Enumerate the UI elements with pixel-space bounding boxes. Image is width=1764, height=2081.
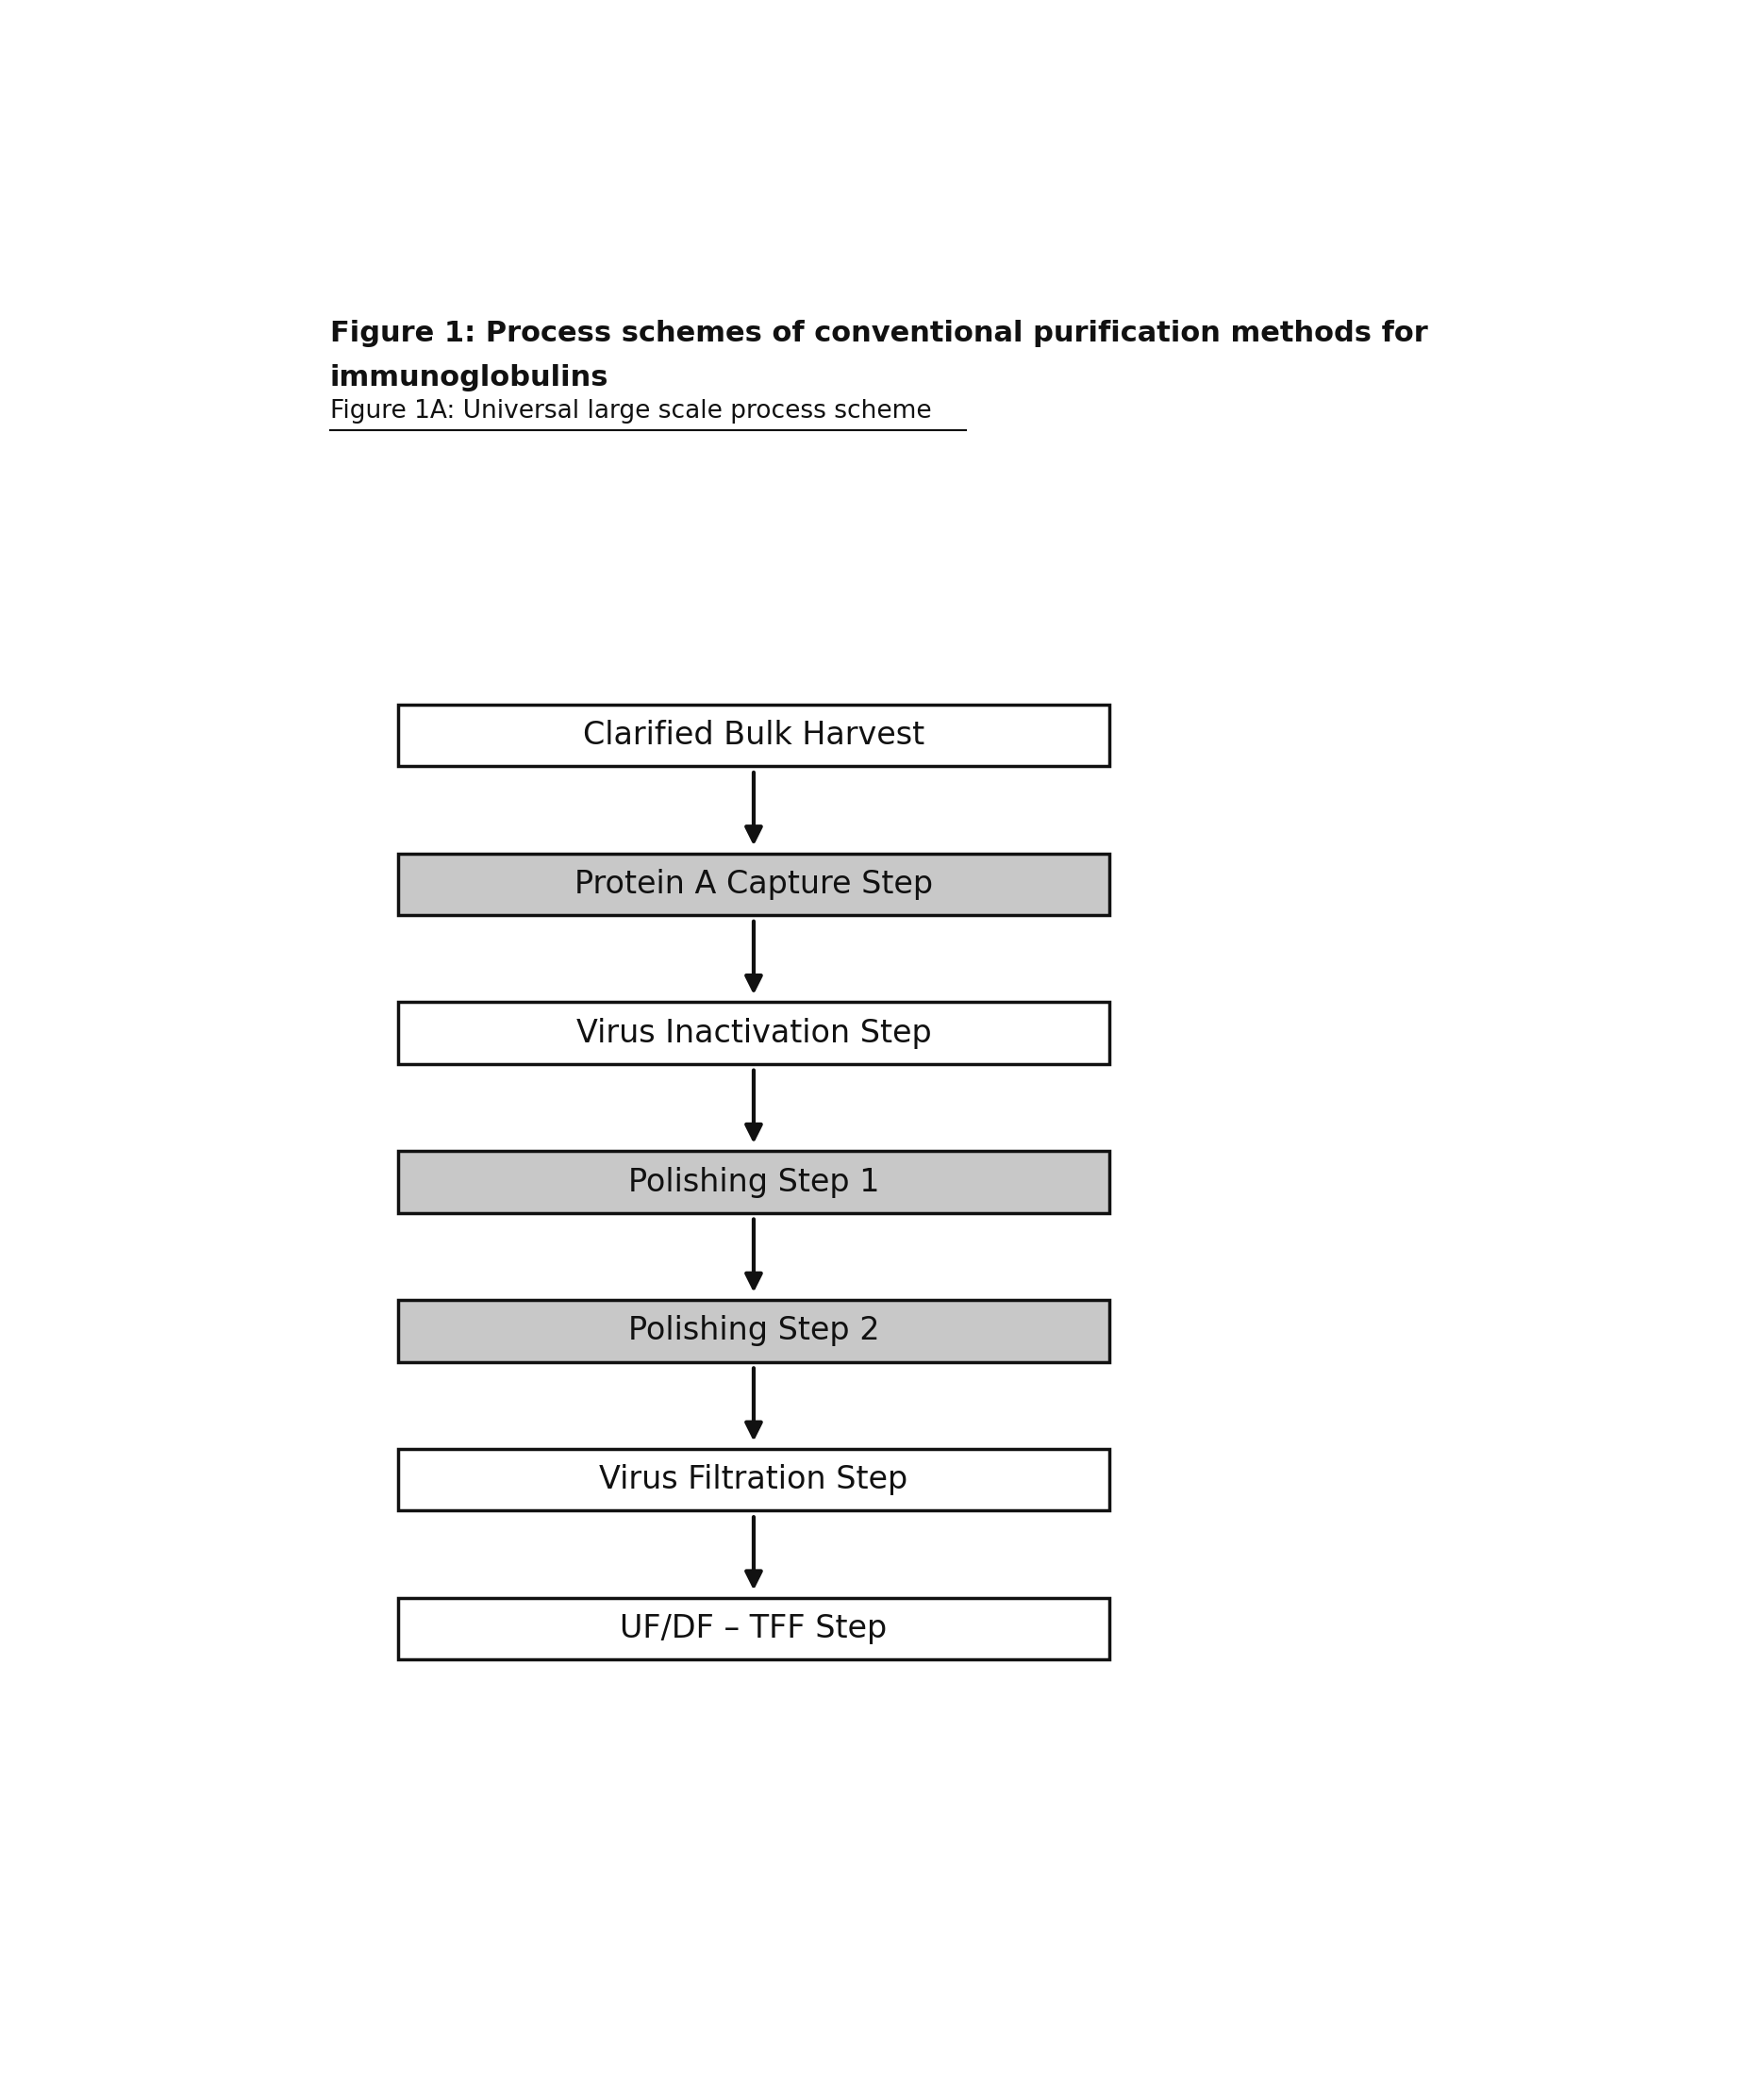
Bar <box>399 1151 1110 1213</box>
Text: Figure 1A: Universal large scale process scheme: Figure 1A: Universal large scale process… <box>330 400 931 425</box>
Text: Polishing Step 2: Polishing Step 2 <box>628 1315 880 1346</box>
Text: Clarified Bulk Harvest: Clarified Bulk Harvest <box>582 720 924 751</box>
Text: UF/DF – TFF Step: UF/DF – TFF Step <box>621 1613 887 1644</box>
Bar <box>399 1003 1110 1063</box>
Text: immunoglobulins: immunoglobulins <box>330 364 609 391</box>
Text: Figure 1: Process schemes of conventional purification methods for: Figure 1: Process schemes of conventiona… <box>330 320 1427 348</box>
Bar <box>399 1598 1110 1661</box>
Text: Polishing Step 1: Polishing Step 1 <box>628 1167 880 1197</box>
Bar <box>399 1301 1110 1361</box>
Text: Virus Filtration Step: Virus Filtration Step <box>600 1465 908 1496</box>
Bar <box>399 1448 1110 1511</box>
Text: Virus Inactivation Step: Virus Inactivation Step <box>577 1018 931 1049</box>
Text: Protein A Capture Step: Protein A Capture Step <box>575 868 933 899</box>
Bar <box>399 853 1110 916</box>
Bar <box>399 705 1110 766</box>
